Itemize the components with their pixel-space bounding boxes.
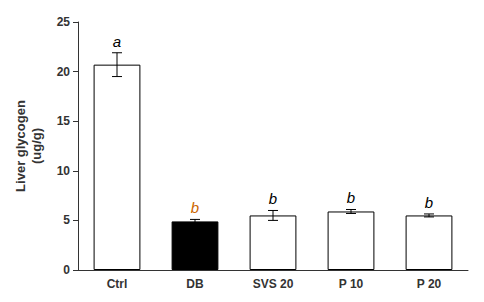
svg-text:0: 0	[63, 263, 70, 277]
svg-text:b: b	[425, 194, 433, 211]
svg-text:b: b	[191, 199, 199, 216]
svg-text:15: 15	[57, 114, 71, 128]
svg-text:b: b	[269, 190, 277, 207]
svg-text:P 20: P 20	[417, 277, 442, 291]
svg-text:b: b	[347, 189, 355, 206]
svg-text:SVS 20: SVS 20	[253, 277, 294, 291]
svg-text:10: 10	[57, 164, 71, 178]
svg-text:a: a	[113, 33, 121, 50]
svg-text:Liver glycogen: Liver glycogen	[13, 100, 28, 192]
svg-text:5: 5	[63, 213, 70, 227]
svg-text:(ug/g): (ug/g)	[29, 128, 44, 164]
svg-text:25: 25	[57, 15, 71, 29]
svg-text:P 10: P 10	[339, 277, 364, 291]
svg-text:Ctrl: Ctrl	[107, 277, 128, 291]
svg-text:20: 20	[57, 65, 71, 79]
svg-text:DB: DB	[186, 277, 204, 291]
